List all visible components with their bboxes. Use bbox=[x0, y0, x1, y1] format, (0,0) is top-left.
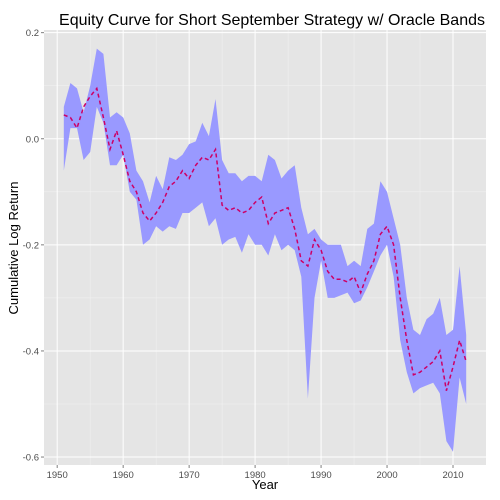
y-tick-label: -0.6 bbox=[23, 453, 39, 464]
oracle-band bbox=[63, 48, 467, 452]
y-tick-label: 0.0 bbox=[26, 134, 39, 145]
line-layer bbox=[63, 86, 467, 391]
x-tick-label: 1960 bbox=[113, 470, 134, 481]
y-tick-label: -0.2 bbox=[23, 240, 39, 251]
x-tick-label: 2000 bbox=[376, 470, 397, 481]
x-tick-label: 1970 bbox=[179, 470, 200, 481]
y-tick-label: 0.2 bbox=[26, 28, 39, 39]
y-axis-ticks: 0.2 0.0 -0.2 -0.4 -0.6 bbox=[23, 28, 44, 464]
y-tick-label: -0.4 bbox=[23, 346, 39, 357]
minor-gridlines bbox=[44, 30, 486, 465]
x-tick-label: 1990 bbox=[311, 470, 332, 481]
band-layer bbox=[63, 48, 467, 452]
equity-curve-line bbox=[63, 86, 467, 391]
x-axis-label: Year bbox=[252, 477, 279, 492]
x-axis-ticks: 1950 1960 1970 1980 1990 2000 2010 bbox=[47, 465, 464, 481]
x-tick-label: 1950 bbox=[47, 470, 68, 481]
x-tick-label: 2010 bbox=[442, 470, 463, 481]
chart-title: Equity Curve for Short September Strateg… bbox=[59, 12, 485, 29]
x-tick-label: 1980 bbox=[245, 470, 266, 481]
y-axis-label: Cumulative Log Return bbox=[6, 182, 21, 315]
